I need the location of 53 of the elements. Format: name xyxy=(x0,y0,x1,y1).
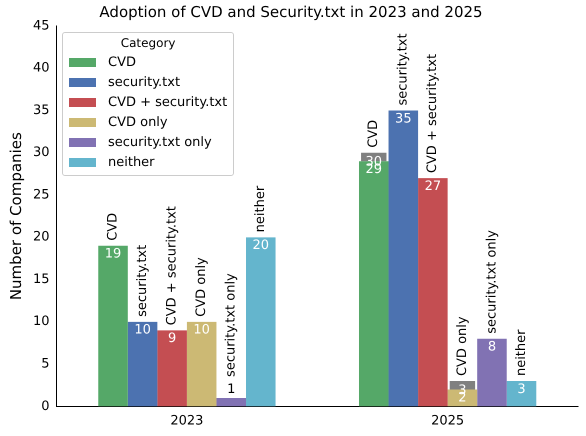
data-label: 3 xyxy=(517,382,526,397)
bar xyxy=(186,322,216,406)
data-label: 8 xyxy=(488,340,496,355)
y-tick-label: 40 xyxy=(32,60,50,76)
y-tick-label: 20 xyxy=(32,230,50,245)
text: security.txt xyxy=(396,33,411,106)
legend-title: Category xyxy=(120,36,177,50)
text: security.txt only xyxy=(484,230,500,334)
data-label: 20 xyxy=(252,238,270,254)
legend-label: security.txt xyxy=(108,74,180,90)
text: CVD only xyxy=(194,257,210,317)
y-tick-label: 45 xyxy=(32,18,50,34)
bar xyxy=(216,398,246,406)
text: CVD xyxy=(366,120,382,148)
text: CVD + security.txt xyxy=(425,54,440,174)
text: neither xyxy=(253,186,268,232)
y-axis-title: Number of Companies xyxy=(6,132,25,300)
legend-label: CVD only xyxy=(108,114,168,130)
x-tick-label: 2023 xyxy=(170,414,204,429)
y-tick-label: 15 xyxy=(32,272,50,287)
y-tick-label: 25 xyxy=(32,187,50,202)
chart-title: Adoption of CVD and Security.txt in 2023 and 2025 xyxy=(99,2,483,21)
bar xyxy=(388,110,418,406)
bar xyxy=(157,330,187,406)
x-tick-label: 2025 xyxy=(431,414,464,429)
data-label: 19 xyxy=(104,246,122,262)
text: neither xyxy=(514,330,529,376)
bar xyxy=(98,246,128,406)
text: CVD + security.txt xyxy=(164,206,180,326)
bar xyxy=(128,322,158,406)
data-label: 1 xyxy=(227,382,236,397)
bar xyxy=(506,381,536,406)
data-label: 10 xyxy=(134,322,151,338)
y-tick-label: 5 xyxy=(41,356,50,372)
y-tick-label: 10 xyxy=(32,314,50,330)
text: CVD only xyxy=(454,316,470,376)
data-label: 35 xyxy=(395,111,412,126)
y-tick-label: 30 xyxy=(32,145,50,160)
bar xyxy=(246,237,276,406)
text: security.txt only xyxy=(224,273,239,377)
legend-label: CVD + security.txt xyxy=(108,94,228,110)
bar xyxy=(477,338,507,406)
data-label: 27 xyxy=(424,179,442,194)
legend-label: security.txt only xyxy=(108,134,212,150)
legend-label: neither xyxy=(108,154,155,170)
legend-label: CVD xyxy=(108,54,136,70)
data-label: 10 xyxy=(193,322,210,338)
y-tick-label: 0 xyxy=(41,398,50,414)
bar xyxy=(418,178,448,406)
data-label: 9 xyxy=(168,331,176,346)
text: security.txt xyxy=(134,244,150,317)
y-tick-label: 35 xyxy=(32,102,50,118)
text: CVD xyxy=(105,212,120,241)
